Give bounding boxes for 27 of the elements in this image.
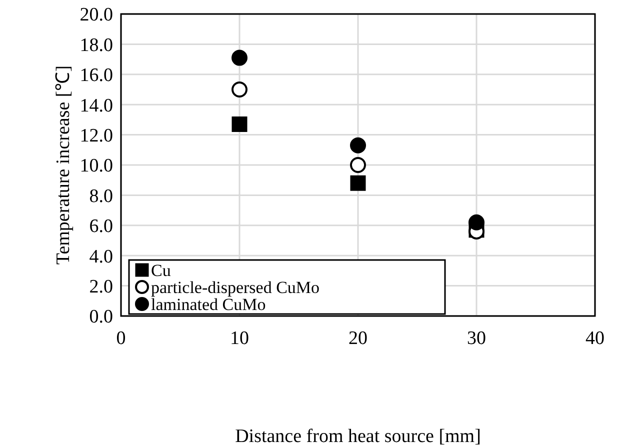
y-axis-title: Temperature increase [℃] bbox=[53, 65, 74, 265]
y-tick-label: 14.0 bbox=[80, 95, 113, 116]
point bbox=[232, 116, 248, 132]
point bbox=[350, 137, 366, 154]
legend-label: Cu bbox=[151, 260, 172, 280]
y-tick-label: 2.0 bbox=[89, 276, 113, 298]
x-axis-title: Distance from heat source [mm] bbox=[235, 426, 481, 447]
y-tick-label: 10.0 bbox=[80, 156, 113, 177]
x-tick-label: 30 bbox=[467, 328, 486, 349]
point bbox=[350, 157, 366, 173]
y-tick-label: 4.0 bbox=[89, 246, 113, 268]
y-tick-label: 18.0 bbox=[80, 34, 113, 56]
x-tick-label: 40 bbox=[586, 328, 604, 349]
legend-label: particle-dispersed CuMo bbox=[151, 278, 320, 297]
point bbox=[468, 214, 484, 230]
y-tick-label: 16.0 bbox=[80, 65, 113, 86]
point bbox=[350, 175, 366, 191]
point bbox=[232, 82, 248, 98]
point bbox=[232, 50, 248, 66]
y-tick-label: 8.0 bbox=[89, 186, 113, 207]
y-tick-label: 20.0 bbox=[80, 4, 113, 26]
y-tick-label: 12.0 bbox=[80, 125, 113, 146]
y-tick-label: 6.0 bbox=[89, 216, 113, 238]
x-tick-label: 0 bbox=[116, 328, 126, 349]
x-tick-label: 10 bbox=[230, 328, 249, 349]
y-tick-label: 0.0 bbox=[89, 306, 113, 328]
x-tick-label: 20 bbox=[348, 328, 368, 349]
